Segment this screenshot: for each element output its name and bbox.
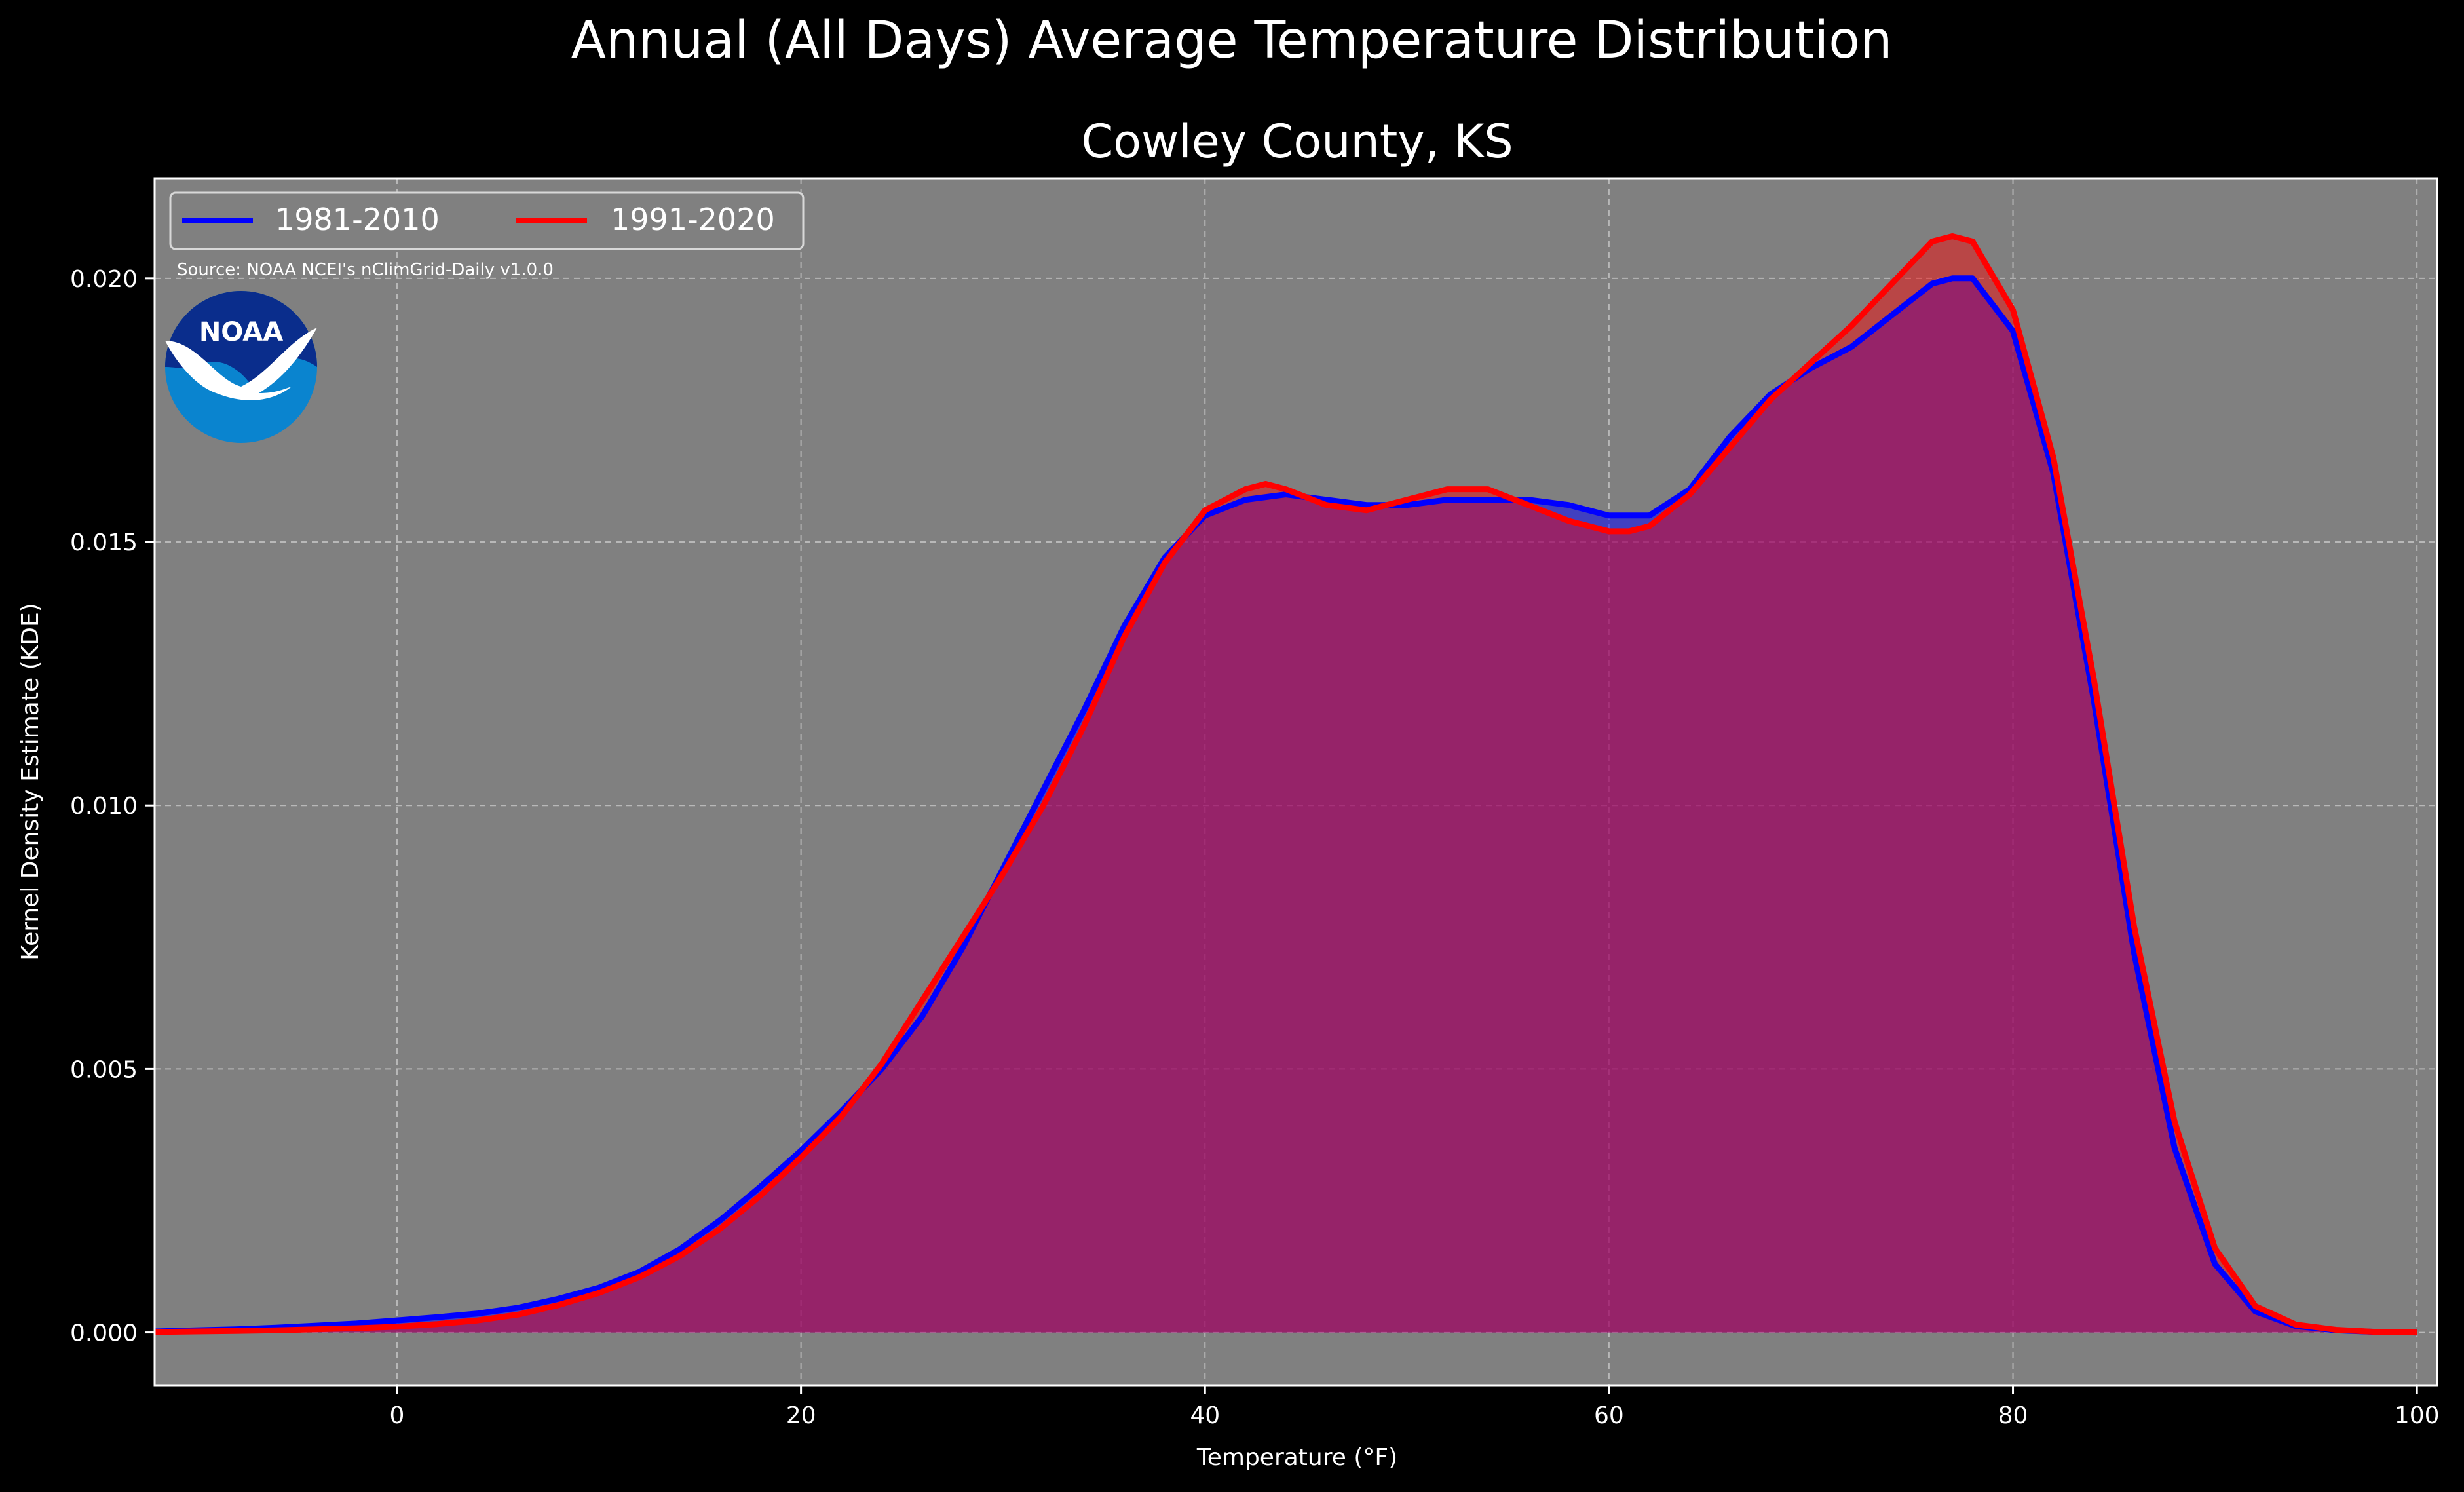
- y-tick-label: 0.005: [70, 1056, 138, 1083]
- chart-title: Annual (All Days) Average Temperature Di…: [571, 11, 1893, 70]
- series-area-1981-2010: [155, 278, 2417, 1333]
- series-line-1991-2020: [154, 233, 2417, 1336]
- y-tick-label: 0.000: [70, 1320, 138, 1347]
- x-tick-label: 20: [786, 1402, 816, 1429]
- axes: 0 20 40 60 80 100 0.000 0.005 0.010 0.015 0.020: [70, 177, 2440, 1429]
- y-tick-label: 0.020: [70, 266, 138, 293]
- plot-frame: [153, 177, 2438, 1387]
- noaa-logo-text: NOAA: [199, 317, 283, 347]
- legend-box: [169, 191, 805, 250]
- series-area-1991-2020: [155, 236, 2417, 1333]
- legend-label-1991-2020: 1991-2020: [611, 202, 775, 237]
- x-tick-label: 60: [1594, 1402, 1624, 1429]
- x-tick-label: 40: [1190, 1402, 1220, 1429]
- series-layer: [154, 233, 2417, 1336]
- x-tick-label: 0: [390, 1402, 405, 1429]
- source-note: Source: NOAA NCEI's nClimGrid-Daily v1.0…: [177, 260, 554, 280]
- noaa-logo: NOAA: [165, 291, 317, 443]
- legend: 1981-2010 1991-2020: [169, 191, 805, 250]
- chart-subtitle: Cowley County, KS: [1081, 115, 1513, 168]
- x-axis-label: Temperature (°F): [1196, 1444, 1397, 1471]
- y-tick-label: 0.010: [70, 793, 138, 820]
- x-tick-label: 100: [2395, 1402, 2440, 1429]
- x-tick-label: 80: [1998, 1402, 2028, 1429]
- y-axis-label: Kernel Density Estimate (KDE): [17, 603, 44, 960]
- y-tick-label: 0.015: [70, 529, 138, 556]
- legend-label-1981-2010: 1981-2010: [275, 202, 440, 237]
